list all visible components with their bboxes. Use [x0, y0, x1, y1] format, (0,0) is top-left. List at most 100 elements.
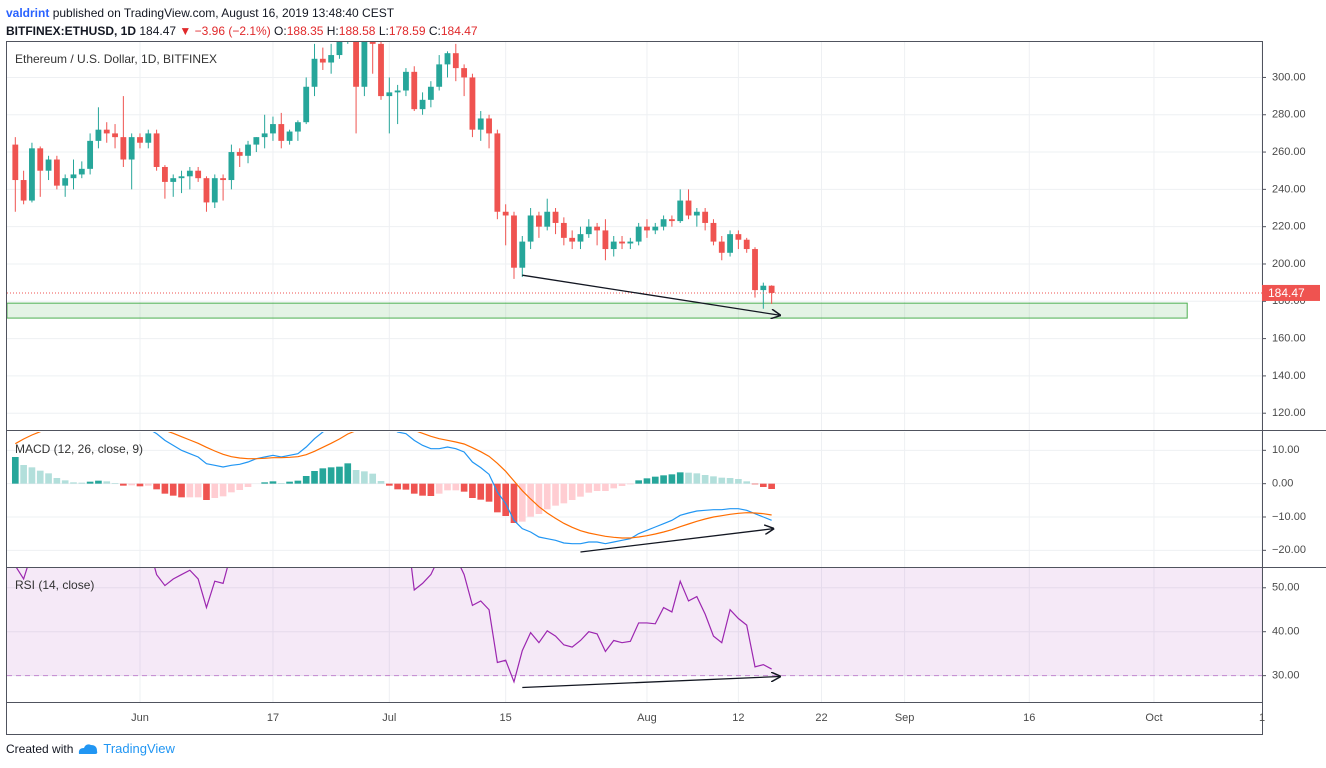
candle-body [319, 58, 326, 63]
histogram-bar [460, 483, 468, 492]
header-line: BITFINEX:ETHUSD, 1D 184.47 ▼ −3.96 (−2.1… [6, 22, 478, 40]
candle-body [29, 148, 35, 201]
candle-body [303, 86, 310, 123]
x-tick-label: 15 [500, 712, 512, 724]
candle-body [353, 42, 359, 87]
candle-body [627, 241, 634, 244]
histogram-bar [144, 483, 152, 486]
x-tick-label: Jul [382, 712, 396, 724]
histogram-bar [78, 482, 86, 484]
candle-body [12, 144, 19, 181]
candle-body [610, 241, 617, 250]
candle-body [652, 226, 659, 231]
candle-body [768, 285, 775, 293]
candle-body [236, 152, 243, 156]
histogram-bar [635, 480, 642, 484]
candle-body [62, 178, 69, 186]
candle-body [502, 211, 509, 216]
candle-body [270, 124, 276, 134]
candle-body [552, 211, 559, 223]
x-tick-label: 1 [1259, 712, 1265, 724]
histogram-bar [444, 483, 451, 491]
candle-body [660, 219, 667, 227]
candle-body [411, 71, 418, 110]
histogram-bar [660, 475, 667, 484]
histogram-bar [760, 483, 767, 487]
histogram-bar [410, 483, 418, 494]
header-line: valdrint published on TradingView.com, A… [6, 4, 478, 22]
candle-body [186, 170, 193, 177]
candle-body [693, 211, 700, 216]
histogram-bar [103, 481, 111, 484]
line [152, 432, 772, 545]
ohlc-value: 184.47 [440, 24, 478, 38]
candle-body [128, 137, 135, 160]
histogram-bar [701, 475, 709, 484]
histogram-bar [435, 483, 443, 494]
candle-body [336, 42, 343, 56]
candle-body [70, 174, 77, 179]
x-tick-label: 12 [732, 712, 744, 724]
histogram-bar [427, 483, 435, 496]
histogram-bar [651, 476, 659, 484]
histogram-bar [543, 483, 551, 510]
candle-body [519, 241, 526, 268]
histogram-bar [236, 483, 244, 490]
histogram-bar [494, 483, 501, 513]
x-tick-label: Sep [895, 712, 915, 724]
candle-body [203, 178, 210, 203]
pane-title: RSI (14, close) [15, 578, 94, 592]
y-tick-label: 280.00 [1272, 109, 1306, 121]
y-tick-label: 10.00 [1272, 444, 1300, 456]
pane [11, 432, 775, 545]
candle-body [436, 64, 443, 87]
histogram-bar [319, 468, 327, 484]
candle-body [195, 170, 202, 179]
histogram-bar [602, 483, 609, 491]
histogram-bar [618, 483, 626, 486]
histogram-bar [261, 482, 268, 484]
histogram-bar [28, 467, 36, 484]
histogram-bar [693, 473, 701, 484]
histogram-bar [568, 483, 576, 500]
axis-layer: Jun 17 Jul 15 Aug 12 22 Sep 16 Oct 1 120.00 140.00 16… [6, 41, 1326, 735]
symbol: BITFINEX:ETHUSD, 1D [6, 24, 137, 38]
candle-body [469, 77, 476, 130]
pane-title: Ethereum / U.S. Dollar, 1D, BITFINEX [15, 52, 217, 66]
candle-body [635, 226, 642, 242]
author: valdrint [6, 6, 50, 20]
candle-body [78, 168, 85, 175]
histogram-bar [643, 478, 651, 484]
pane-grid [7, 432, 1262, 567]
histogram-bar [627, 483, 634, 485]
y-tick-label: 300.00 [1272, 71, 1306, 83]
candle-body [178, 176, 185, 179]
candle-body [619, 241, 625, 244]
histogram-bar [369, 473, 377, 484]
histogram-bar [469, 483, 476, 498]
x-tick-label: Oct [1145, 712, 1162, 724]
histogram-bar [361, 471, 368, 484]
histogram-bar [726, 478, 734, 484]
histogram-bar [402, 483, 410, 490]
histogram-bar [128, 483, 135, 486]
ohlc: O:188.35 H:188.58 L:178.59 C:184.47 [274, 24, 478, 38]
ohlc-label: C: [428, 24, 441, 38]
candle-body [261, 133, 268, 138]
arrow [522, 274, 780, 315]
histogram-bar [95, 480, 102, 484]
histogram-bar [518, 483, 526, 522]
histogram-bar [610, 483, 618, 489]
histogram-bar [452, 483, 460, 491]
candle-body [394, 90, 401, 93]
y-tick-label: 220.00 [1272, 221, 1306, 233]
candle-body [153, 133, 160, 167]
y-tick-label: 160.00 [1272, 333, 1306, 345]
ohlc-label: H: [326, 24, 339, 38]
candle-body [710, 222, 717, 242]
histogram-bar [560, 483, 568, 504]
y-tick-label: 240.00 [1272, 183, 1306, 195]
candle-body [278, 124, 285, 141]
candle-body [452, 53, 459, 69]
